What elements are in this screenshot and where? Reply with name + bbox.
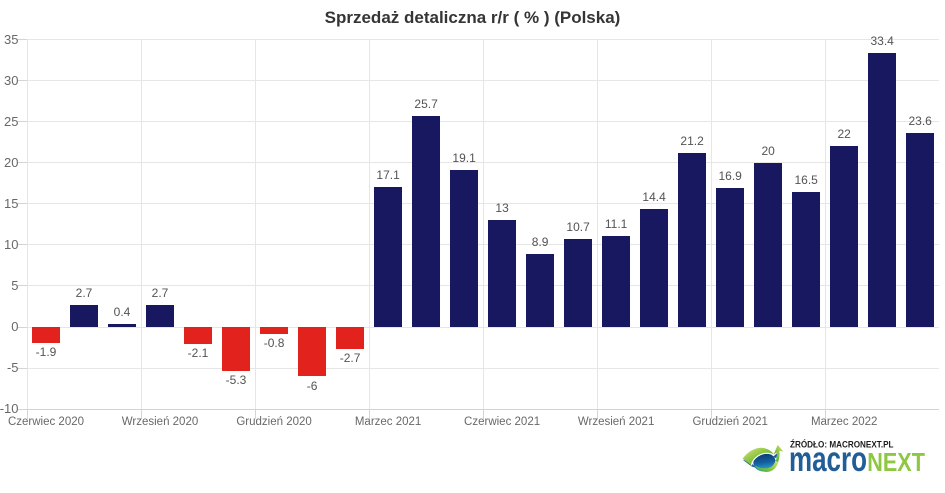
- svg-text:ŹRÓDŁO: MACRONEXT.PL: ŹRÓDŁO: MACRONEXT.PL: [790, 438, 894, 449]
- svg-text:macro: macro: [789, 440, 867, 479]
- svg-text:NEXT: NEXT: [867, 449, 925, 477]
